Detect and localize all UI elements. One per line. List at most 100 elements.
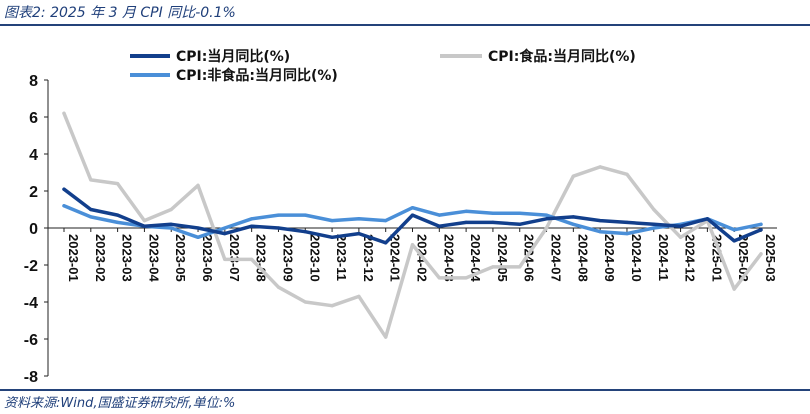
data-point [544, 226, 549, 230]
y-tick-label: 2 [29, 184, 38, 201]
data-point [357, 294, 361, 298]
y-tick-label: 6 [29, 110, 38, 127]
y-tick-label: 8 [29, 73, 38, 90]
legend-label-cpi-nonfood: CPI:非食品:当月同比(%) [176, 67, 338, 84]
data-point [62, 187, 66, 191]
data-point [223, 257, 227, 261]
x-tick-label: 2024-03 [441, 234, 456, 282]
y-tick-label: -2 [24, 258, 38, 275]
series-1 [62, 111, 763, 339]
data-point [384, 241, 388, 245]
data-point [89, 207, 93, 212]
x-tick-label: 2023-08 [254, 234, 269, 282]
data-point [223, 226, 227, 230]
data-point [464, 209, 468, 213]
data-point [330, 219, 334, 223]
data-point [732, 287, 736, 291]
data-point [464, 276, 468, 280]
y-tick-label: -8 [24, 369, 38, 386]
x-tick-label: 2023-09 [280, 234, 295, 282]
x-tick-label: 2024-11 [656, 234, 671, 281]
data-point [142, 224, 146, 228]
x-tick-label: 2024-07 [549, 234, 564, 282]
data-point [705, 217, 710, 221]
x-tick-label: 2024-10 [629, 234, 644, 282]
series-2 [62, 204, 763, 240]
data-point [303, 230, 307, 234]
data-point [437, 213, 441, 217]
data-point [679, 235, 683, 239]
data-point [571, 174, 575, 178]
series-layer [62, 111, 763, 339]
data-point [169, 226, 173, 230]
data-point [384, 219, 388, 223]
series-0 [62, 187, 763, 245]
data-point [196, 235, 200, 239]
data-point [598, 219, 602, 223]
x-tick-label: 2023-10 [307, 234, 322, 282]
data-point [437, 224, 441, 228]
data-point [518, 222, 522, 226]
data-point [89, 178, 93, 182]
figure-title: 图表2: 2025 年 3 月 CPI 同比-0.1% [4, 5, 236, 21]
data-point [759, 222, 763, 226]
data-point [89, 215, 93, 219]
data-point [169, 207, 173, 212]
y-axis: 8 6 4 2 0 -2 -4 -6 -8 [24, 73, 49, 386]
source-rule [0, 389, 810, 391]
data-point [544, 213, 549, 217]
data-point [116, 182, 120, 186]
data-point [732, 239, 736, 243]
data-point [679, 224, 683, 228]
data-point [598, 230, 602, 234]
data-point [303, 213, 307, 217]
data-point [732, 228, 736, 232]
data-point [491, 211, 495, 215]
data-point [571, 222, 575, 226]
y-tick-label: -4 [24, 295, 38, 312]
data-point [276, 213, 281, 217]
title-rule [0, 24, 810, 26]
data-point [571, 215, 575, 219]
data-point [410, 243, 415, 247]
x-tick-label: 2023-01 [66, 234, 81, 282]
data-point [652, 207, 656, 212]
data-point [330, 235, 334, 239]
y-tick-label: -6 [24, 332, 38, 349]
data-point [276, 226, 281, 230]
data-point [652, 226, 656, 230]
x-tick-label: 2024-12 [683, 234, 698, 282]
data-point [330, 304, 334, 308]
data-point [357, 232, 361, 236]
data-point [169, 222, 173, 226]
data-point [196, 226, 200, 230]
data-point [196, 183, 200, 187]
data-point [464, 220, 468, 224]
data-point [491, 265, 495, 269]
x-tick-label: 2024-09 [602, 234, 617, 282]
x-tick-label: 2023-05 [173, 234, 188, 282]
source-note: 资料来源:Wind,国盛证券研究所,单位:% [4, 396, 236, 411]
x-tick-label: 2023-02 [93, 234, 108, 282]
data-point [544, 217, 549, 221]
data-point [625, 232, 629, 236]
x-tick-label: 2023-06 [200, 234, 215, 282]
data-point [357, 217, 361, 221]
data-point [410, 213, 415, 217]
data-point [652, 222, 656, 226]
x-tick-label: 2024-08 [575, 234, 590, 282]
data-point [142, 219, 146, 223]
data-point [62, 111, 66, 115]
x-tick-label: 2024-01 [388, 234, 403, 282]
data-point [276, 285, 281, 289]
legend-label-cpi-total: CPI:当月同比(%) [176, 48, 290, 65]
data-point [223, 232, 227, 236]
x-tick-label: 2024-05 [495, 234, 510, 282]
y-tick-label: 0 [29, 221, 38, 238]
x-axis: 2023-01 2023-02 2023-03 2023-04 2023-05 2023-… [48, 227, 778, 282]
data-point [250, 224, 254, 228]
data-point [410, 206, 415, 210]
data-point [518, 265, 522, 269]
data-point [116, 213, 120, 217]
data-point [491, 220, 495, 224]
